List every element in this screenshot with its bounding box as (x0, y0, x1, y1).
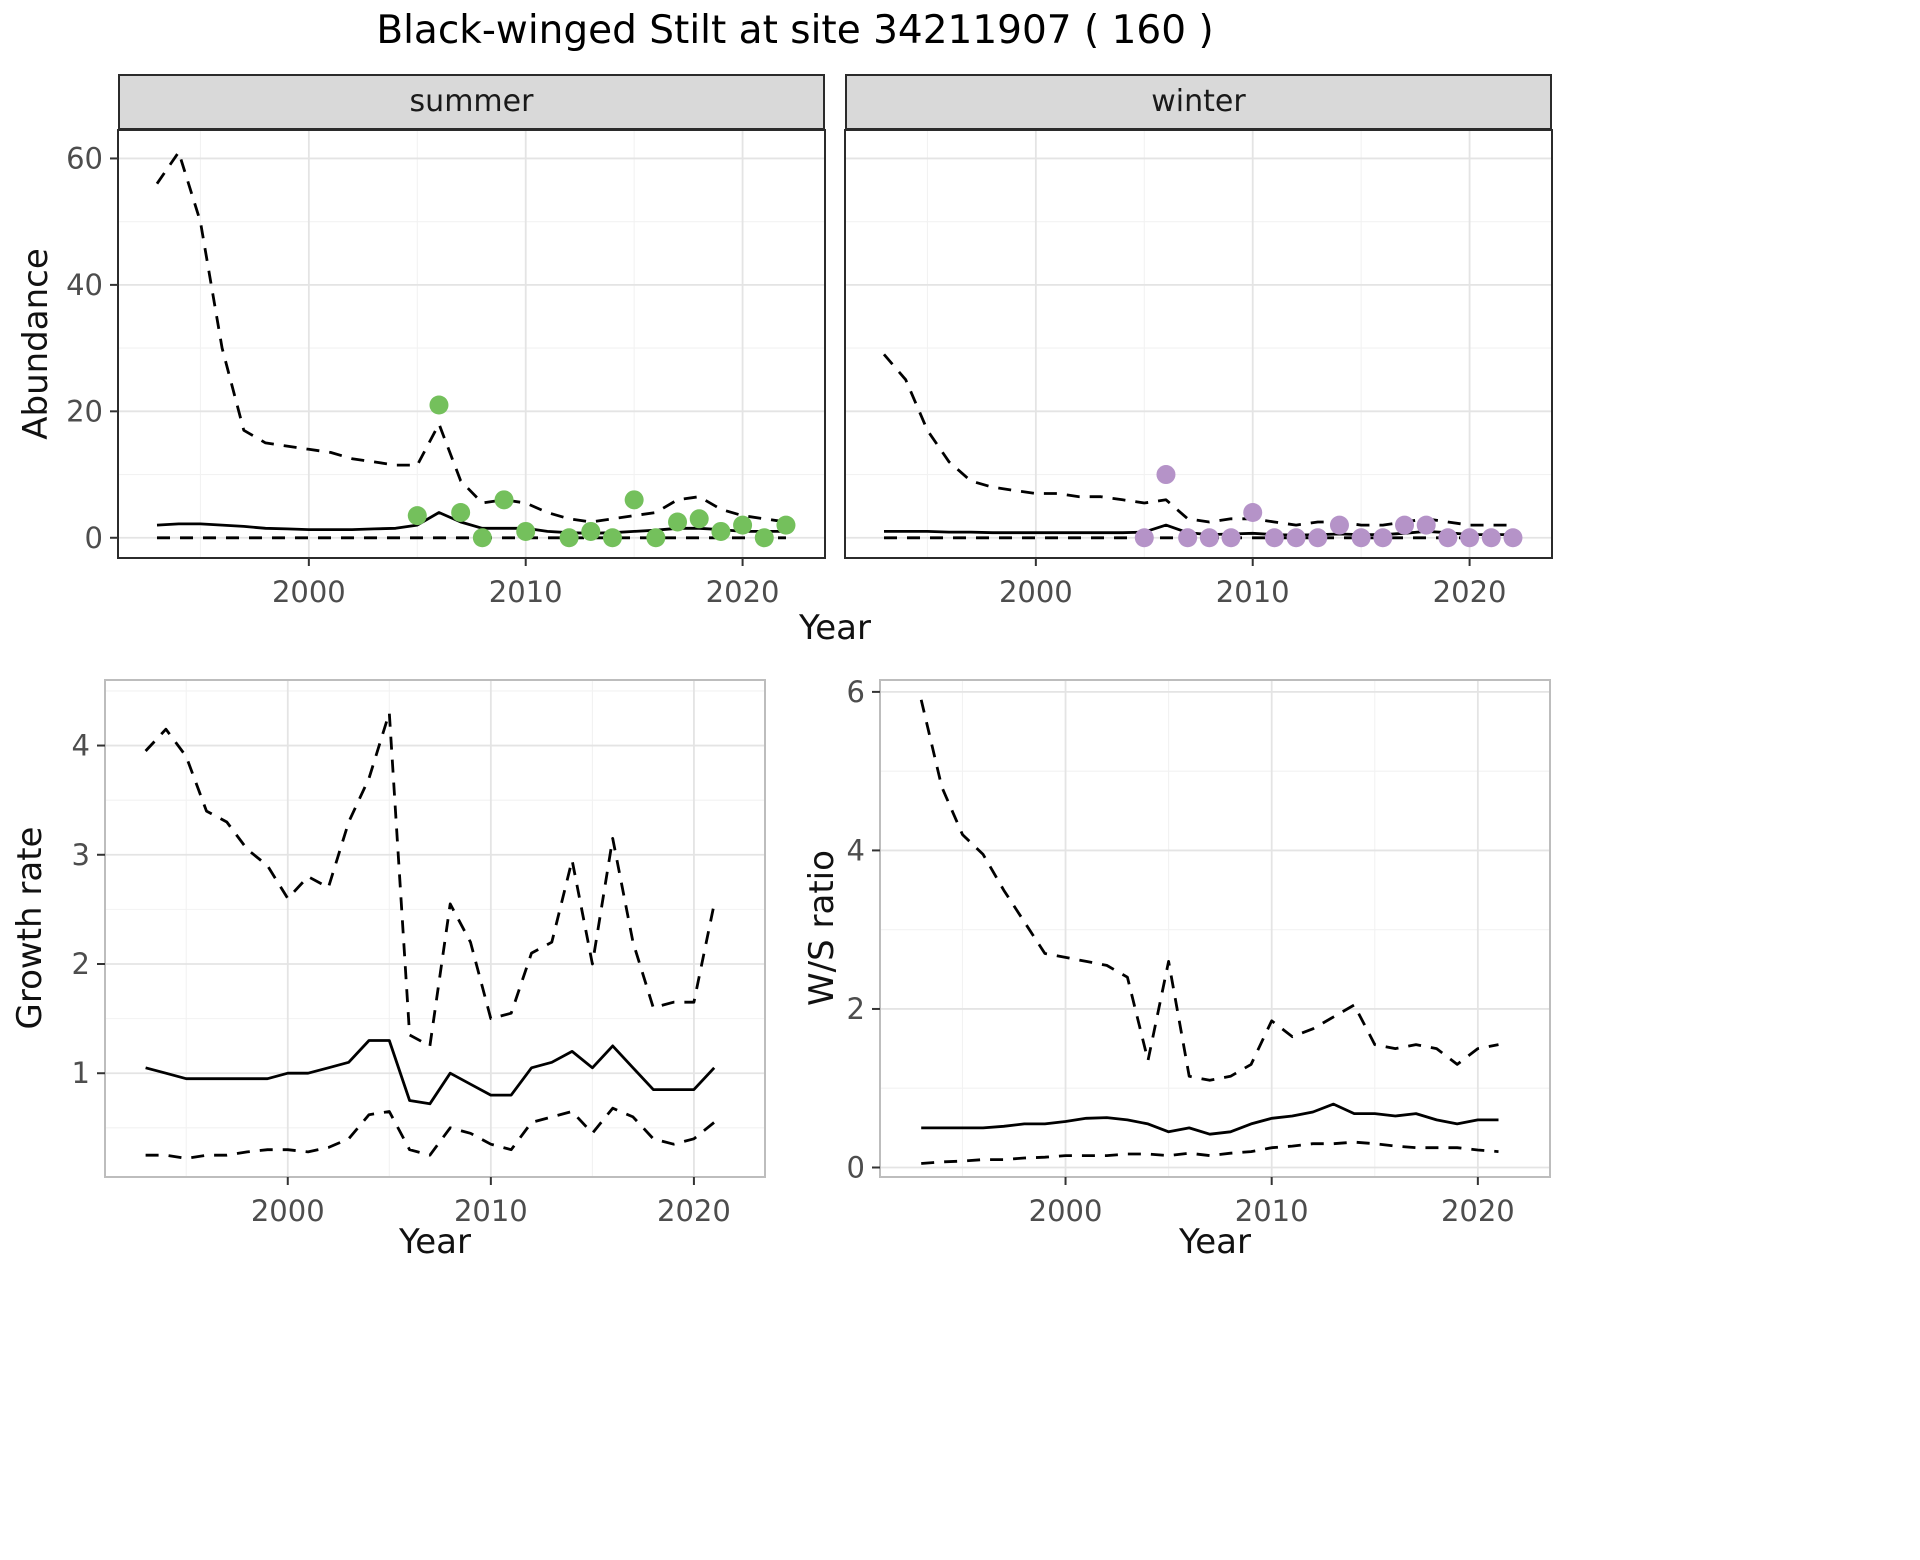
svg-text:2010: 2010 (1216, 575, 1290, 609)
ws-ratio-chart: 2000 2010 2020 0 2 4 6 (847, 675, 1551, 1228)
svg-text:2000: 2000 (999, 575, 1073, 609)
facet-strip-winter: winter (845, 74, 1552, 130)
svg-text:0: 0 (85, 521, 103, 555)
svg-text:2020: 2020 (657, 1194, 731, 1228)
svg-text:1: 1 (72, 1056, 90, 1090)
chart-title: Black-winged Stilt at site 34211907 ( 16… (376, 8, 1214, 53)
svg-text:2010: 2010 (454, 1194, 528, 1228)
svg-text:2000: 2000 (1029, 1194, 1103, 1228)
winter-abundance-chart: 2000 2010 2020 (844, 129, 1553, 609)
facet-strip-summer: summer (118, 74, 825, 130)
svg-text:2: 2 (72, 947, 90, 981)
svg-text:2000: 2000 (251, 1194, 325, 1228)
x-axis-label-year-growth: Year (399, 1222, 471, 1262)
x-axis-label-year-top: Year (799, 608, 871, 648)
svg-text:6: 6 (847, 675, 865, 709)
svg-text:2020: 2020 (706, 575, 780, 609)
svg-text:2010: 2010 (1235, 1194, 1309, 1228)
svg-text:4: 4 (847, 833, 865, 867)
summer-abundance-chart: 2000 2010 2020 0 20 40 60 (66, 129, 826, 609)
svg-text:20: 20 (66, 394, 103, 428)
growth-rate-chart: 2000 2010 2020 1 2 3 4 (72, 679, 766, 1228)
svg-text:0: 0 (847, 1150, 865, 1184)
svg-text:2020: 2020 (1441, 1194, 1515, 1228)
svg-text:2: 2 (847, 992, 865, 1026)
svg-text:2020: 2020 (1433, 575, 1507, 609)
svg-text:60: 60 (66, 141, 103, 175)
svg-text:2010: 2010 (489, 575, 563, 609)
svg-text:40: 40 (66, 268, 103, 302)
x-axis-label-year-ws: Year (1179, 1222, 1251, 1262)
svg-text:4: 4 (72, 729, 90, 763)
svg-text:2000: 2000 (272, 575, 346, 609)
svg-text:3: 3 (72, 838, 90, 872)
